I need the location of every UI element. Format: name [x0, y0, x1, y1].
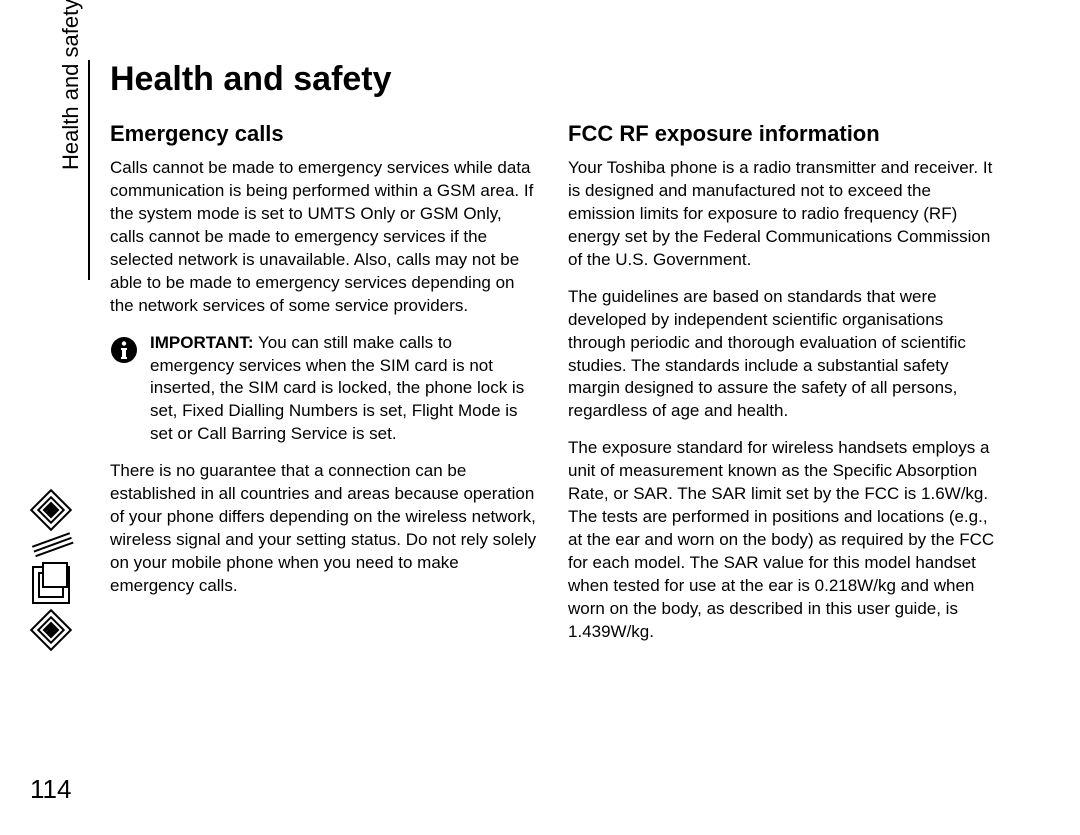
important-note-text: IMPORTANT: You can still make calls to e… [150, 332, 540, 447]
margin-decoration-icon [16, 485, 86, 660]
two-column-layout: Emergency calls Calls cannot be made to … [110, 121, 1040, 658]
emergency-disclaimer-paragraph: There is no guarantee that a connection … [110, 460, 540, 598]
important-note: IMPORTANT: You can still make calls to e… [110, 332, 540, 447]
page-title: Health and safety [110, 60, 1040, 99]
left-column: Emergency calls Calls cannot be made to … [110, 121, 540, 658]
manual-page: Health and safety [0, 0, 1080, 835]
page-number: 114 [30, 774, 71, 805]
fcc-paragraph-1: Your Toshiba phone is a radio transmitte… [568, 157, 998, 272]
fcc-paragraph-3: The exposure standard for wireless hands… [568, 437, 998, 643]
important-label: IMPORTANT: [150, 333, 254, 352]
right-column: FCC RF exposure information Your Toshiba… [568, 121, 998, 658]
content-area: Health and safety Emergency calls Calls … [110, 60, 1040, 658]
info-icon [110, 332, 140, 447]
side-rule [88, 60, 90, 280]
emergency-calls-paragraph: Calls cannot be made to emergency servic… [110, 157, 540, 318]
emergency-calls-heading: Emergency calls [110, 121, 540, 147]
fcc-heading: FCC RF exposure information [568, 121, 998, 147]
section-tab-label: Health and safety [58, 0, 84, 170]
fcc-paragraph-2: The guidelines are based on standards th… [568, 286, 998, 424]
